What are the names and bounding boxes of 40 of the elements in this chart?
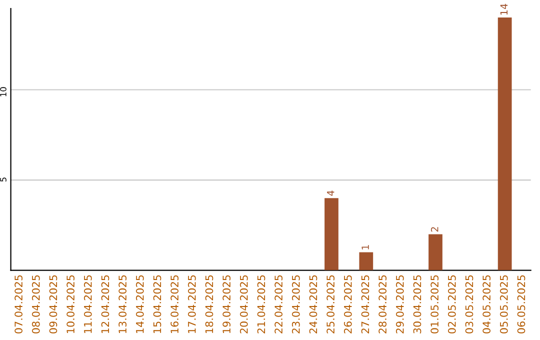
bar — [428, 234, 442, 270]
data-label: 14 — [500, 4, 508, 15]
x-tick-label: 18.04.2025 — [205, 275, 214, 333]
data-label: 2 — [430, 227, 438, 232]
x-tick-label: 06.05.2025 — [517, 275, 526, 334]
x-tick-label: 03.05.2025 — [465, 275, 474, 334]
y-tick-label: 10 — [0, 87, 6, 96]
x-tick-label: 12.04.2025 — [101, 275, 110, 333]
x-tick-label: 07.04.2025 — [14, 275, 22, 334]
x-tick-label: 14.04.2025 — [136, 275, 144, 333]
x-tick-label: 24.04.2025 — [309, 275, 318, 334]
x-tick-label: 10.04.2025 — [66, 275, 74, 333]
bar — [498, 18, 512, 270]
data-label: 1 — [362, 245, 369, 250]
x-tick-label: 04.05.2025 — [482, 275, 491, 334]
x-tick-label: 05.05.2025 — [500, 275, 508, 334]
x-tick-label: 29.04.2025 — [396, 275, 404, 334]
x-tick-label: 08.04.2025 — [32, 275, 40, 334]
x-tick-label: 25.04.2025 — [326, 275, 334, 334]
x-tick-label: 11.04.2025 — [84, 275, 92, 333]
data-label: 4 — [327, 190, 334, 196]
bar — [324, 198, 338, 270]
x-tick-label: 22.04.2025 — [274, 275, 282, 334]
x-tick-label: 01.05.2025 — [430, 275, 439, 334]
x-tick-label: 20.04.2025 — [240, 275, 248, 334]
x-tick-label: 09.04.2025 — [49, 275, 58, 334]
x-tick-label: 26.04.2025 — [344, 275, 352, 334]
x-tick-label: 15.04.2025 — [153, 275, 162, 333]
bar — [359, 252, 374, 270]
x-tick-label: 02.05.2025 — [448, 275, 456, 334]
x-tick-label: 21.04.2025 — [257, 275, 266, 334]
x-tick-label: 30.04.2025 — [413, 275, 422, 334]
y-tick-label: 5 — [0, 178, 6, 182]
x-tick-label: 17.04.2025 — [188, 275, 196, 333]
x-tick-label: 13.04.2025 — [118, 275, 126, 333]
x-tick-label: 19.04.2025 — [222, 275, 230, 333]
x-tick-label: 16.04.2025 — [170, 275, 178, 333]
x-tick-label: 28.04.2025 — [378, 275, 387, 334]
x-tick-label: 27.04.2025 — [361, 275, 370, 334]
x-tick-label: 23.04.2025 — [292, 275, 300, 334]
